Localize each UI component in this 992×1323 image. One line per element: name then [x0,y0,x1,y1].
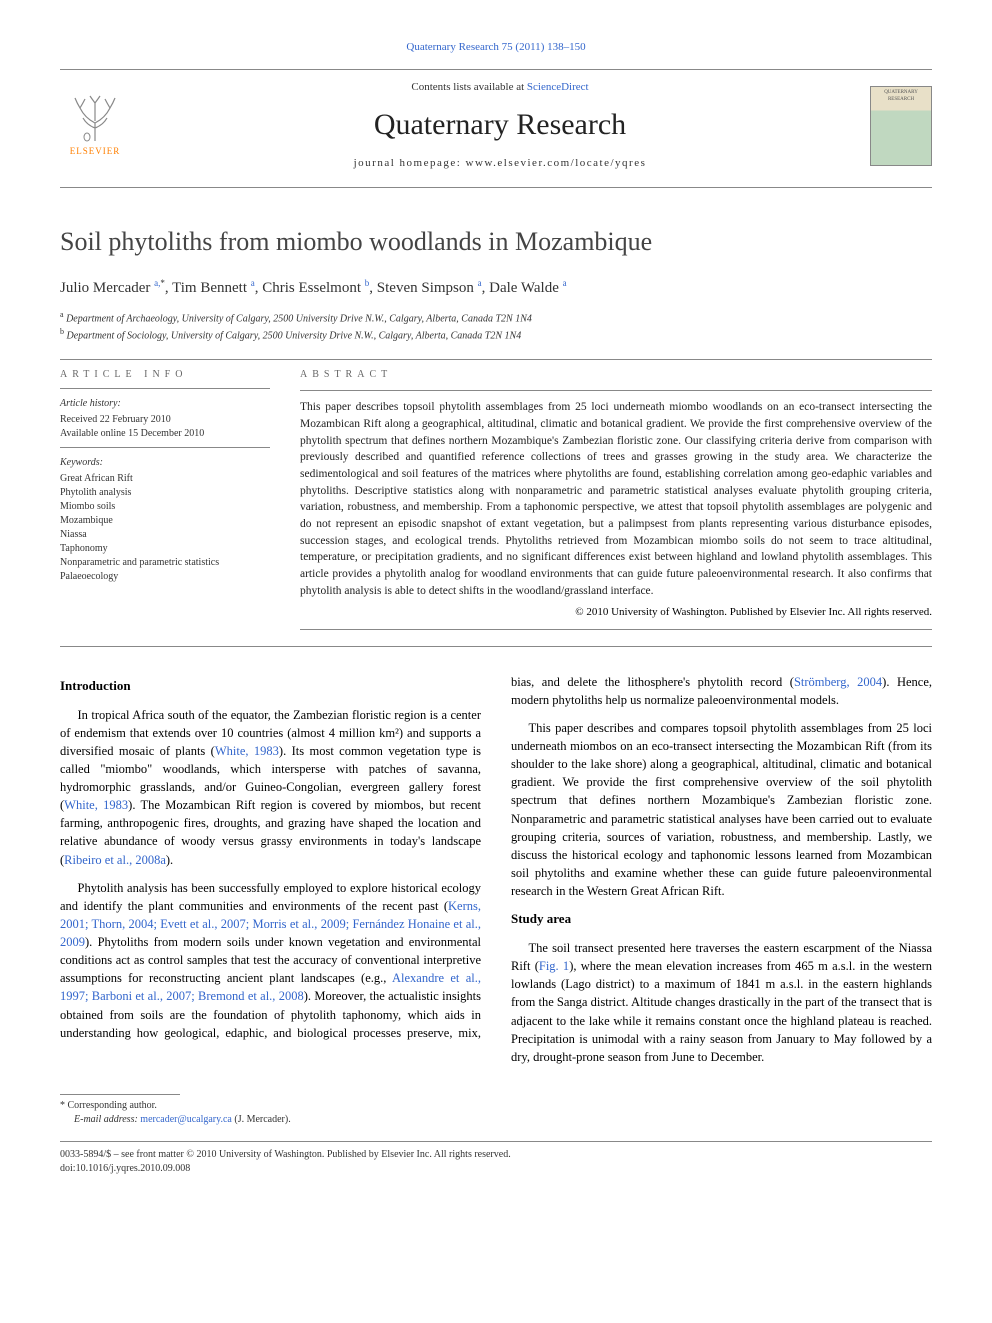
abstract-text: This paper describes topsoil phytolith a… [300,399,932,599]
email-link[interactable]: mercader@ucalgary.ca [140,1114,232,1125]
keyword: Phytolith analysis [60,486,270,500]
journal-cover-thumb: QUATERNARYRESEARCH [870,86,932,166]
elsevier-tree-icon [65,93,125,143]
keyword: Mozambique [60,514,270,528]
ref-link[interactable]: Ribeiro et al., 2008a [64,853,166,867]
ref-link[interactable]: White, 1983 [215,744,279,758]
article-info: article info Article history: Received 2… [60,368,270,637]
study-area-heading: Study area [511,910,932,929]
citation-link[interactable]: Quaternary Research 75 (2011) 138–150 [406,41,585,53]
author: Tim Bennett a [172,280,255,296]
abstract: abstract This paper describes topsoil ph… [300,368,932,637]
online-date: Available online 15 December 2010 [60,427,270,441]
history-label: Article history: [60,397,270,411]
bottom-meta: 0033-5894/$ – see front matter © 2010 Un… [60,1141,932,1176]
doi-link[interactable]: 10.1016/j.yqres.2010.09.008 [76,1163,191,1174]
journal-header: ELSEVIER Contents lists available at Sci… [60,69,932,188]
rule [60,646,932,647]
paragraph: In tropical Africa south of the equator,… [60,706,481,869]
keywords-label: Keywords: [60,456,270,470]
ref-link[interactable]: White, 1983 [64,798,128,812]
corresponding-author-footer: * Corresponding author. E-mail address: … [60,1094,932,1127]
intro-heading: Introduction [60,677,481,696]
author: Steven Simpson a [377,280,482,296]
front-matter: 0033-5894/$ – see front matter © 2010 Un… [60,1148,932,1162]
abstract-copyright: © 2010 University of Washington. Publish… [300,605,932,620]
header-center: Contents lists available at ScienceDirec… [130,80,870,171]
keyword: Palaeoecology [60,570,270,584]
author: Julio Mercader a,* [60,280,165,296]
keyword: Niassa [60,528,270,542]
keyword: Taphonomy [60,542,270,556]
ref-link[interactable]: Strömberg, 2004 [794,675,882,689]
keyword: Great African Rift [60,472,270,486]
article-info-heading: article info [60,368,270,382]
elsevier-logo: ELSEVIER [60,86,130,166]
author-list: Julio Mercader a,*, Tim Bennett a, Chris… [60,277,932,299]
contents-line: Contents lists available at ScienceDirec… [130,80,870,95]
paragraph: The soil transect presented here travers… [511,939,932,1066]
article-title: Soil phytoliths from miombo woodlands in… [60,224,932,260]
paragraph: This paper describes and compares topsoi… [511,719,932,900]
author: Dale Walde a [489,280,566,296]
journal-name: Quaternary Research [130,104,870,146]
corr-label: * Corresponding author. [60,1099,932,1113]
citation-header: Quaternary Research 75 (2011) 138–150 [60,40,932,55]
keyword: Miombo soils [60,500,270,514]
journal-homepage: journal homepage: www.elsevier.com/locat… [130,156,870,171]
body-text: Introduction In tropical Africa south of… [60,673,932,1066]
sciencedirect-link[interactable]: ScienceDirect [527,81,589,93]
affiliations: a Department of Archaeology, University … [60,309,932,344]
rule [60,359,932,360]
keyword: Nonparametric and parametric statistics [60,556,270,570]
fig-link[interactable]: Fig. 1 [539,959,569,973]
abstract-heading: abstract [300,368,932,382]
received-date: Received 22 February 2010 [60,413,270,427]
author: Chris Esselmont b [262,280,369,296]
elsevier-brand-text: ELSEVIER [70,145,121,158]
